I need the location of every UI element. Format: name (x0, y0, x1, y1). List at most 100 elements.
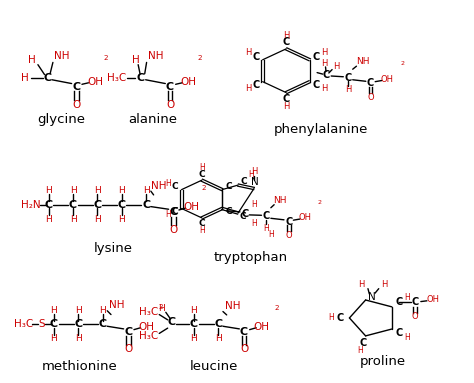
Text: methionine: methionine (42, 360, 118, 373)
Text: H: H (245, 84, 251, 93)
Text: H: H (70, 186, 76, 195)
Text: C: C (367, 78, 374, 88)
Text: H₂N: H₂N (21, 200, 41, 210)
Text: C: C (118, 200, 126, 210)
Text: C: C (411, 297, 419, 307)
Text: H: H (283, 31, 289, 40)
Text: C: C (93, 200, 101, 210)
Text: C: C (313, 80, 320, 90)
Text: H: H (404, 334, 410, 342)
Text: 2: 2 (400, 61, 404, 66)
Text: C: C (142, 200, 150, 210)
Text: C: C (240, 327, 248, 337)
Text: C: C (99, 319, 107, 329)
Text: H: H (381, 280, 388, 290)
Text: C: C (359, 338, 366, 348)
Text: C: C (225, 207, 232, 216)
Text: 2: 2 (201, 185, 206, 191)
Text: H: H (75, 334, 82, 343)
Text: 2: 2 (198, 55, 202, 61)
Text: NH: NH (54, 51, 69, 61)
Text: 2: 2 (103, 55, 108, 61)
Text: H: H (328, 313, 334, 322)
Text: H: H (215, 334, 222, 343)
Text: H: H (358, 280, 364, 289)
Text: C: C (345, 72, 352, 82)
Text: 2: 2 (318, 200, 321, 205)
Text: H: H (46, 214, 52, 224)
Text: NH: NH (356, 57, 370, 66)
Text: NH: NH (109, 301, 124, 311)
Text: O: O (412, 312, 419, 321)
Text: C: C (172, 182, 178, 191)
Text: C: C (263, 211, 270, 221)
Text: H: H (321, 84, 328, 93)
Text: H: H (165, 210, 171, 219)
Text: H: H (99, 306, 106, 314)
Text: C: C (283, 38, 290, 47)
Text: C: C (172, 207, 178, 216)
Text: 2: 2 (274, 305, 279, 311)
Text: NH: NH (152, 181, 167, 191)
Text: H: H (245, 49, 251, 57)
Text: H: H (248, 170, 254, 179)
Text: C: C (169, 207, 177, 217)
Text: C: C (252, 80, 259, 90)
Text: H: H (143, 186, 149, 195)
Text: H: H (118, 214, 125, 224)
Text: OH: OH (87, 77, 103, 87)
Text: glycine: glycine (37, 113, 85, 126)
Text: NH: NH (225, 301, 240, 311)
Text: C: C (241, 209, 248, 219)
Text: C: C (50, 319, 58, 329)
Text: alanine: alanine (128, 113, 177, 126)
Text: H: H (283, 102, 289, 111)
Text: OH: OH (181, 77, 197, 87)
Text: O: O (124, 344, 132, 354)
Text: C: C (240, 177, 247, 186)
Text: H: H (199, 226, 205, 235)
Text: C: C (396, 298, 403, 308)
Text: H: H (251, 167, 258, 176)
Text: H: H (158, 304, 164, 313)
Text: H: H (334, 62, 340, 72)
Text: C: C (69, 200, 77, 210)
Text: tryptophan: tryptophan (214, 251, 288, 264)
Text: H: H (94, 186, 101, 195)
Text: lysine: lysine (93, 242, 132, 255)
Text: C: C (199, 170, 205, 178)
Text: leucine: leucine (190, 360, 238, 373)
Text: phenylalanine: phenylalanine (274, 123, 368, 136)
Text: H₃C: H₃C (139, 331, 159, 341)
Text: H: H (94, 214, 101, 224)
Text: H: H (264, 224, 269, 232)
Text: H: H (191, 306, 197, 314)
Text: OH: OH (183, 202, 199, 212)
Text: H: H (268, 230, 274, 239)
Text: C: C (323, 70, 330, 80)
Text: H: H (345, 85, 351, 94)
Text: C: C (45, 200, 53, 210)
Text: O: O (367, 93, 374, 102)
Text: C: C (137, 73, 145, 83)
Text: H: H (46, 186, 52, 195)
Text: H: H (251, 219, 257, 228)
Text: H: H (75, 306, 82, 314)
Text: O: O (166, 100, 174, 110)
Text: H₃C: H₃C (139, 307, 159, 317)
Text: C: C (190, 319, 198, 329)
Text: C: C (214, 319, 222, 329)
Text: C: C (252, 52, 259, 62)
Text: C: C (313, 52, 320, 62)
Text: H: H (165, 179, 171, 188)
Text: O: O (169, 224, 177, 235)
Text: N: N (251, 177, 258, 187)
Text: C: C (239, 212, 246, 221)
Text: OH: OH (138, 322, 154, 332)
Text: NH: NH (273, 196, 287, 205)
Text: C: C (72, 82, 81, 92)
Text: H₃C: H₃C (14, 319, 34, 329)
Text: C: C (167, 318, 175, 327)
Text: NH: NH (148, 51, 164, 61)
Text: proline: proline (360, 355, 406, 368)
